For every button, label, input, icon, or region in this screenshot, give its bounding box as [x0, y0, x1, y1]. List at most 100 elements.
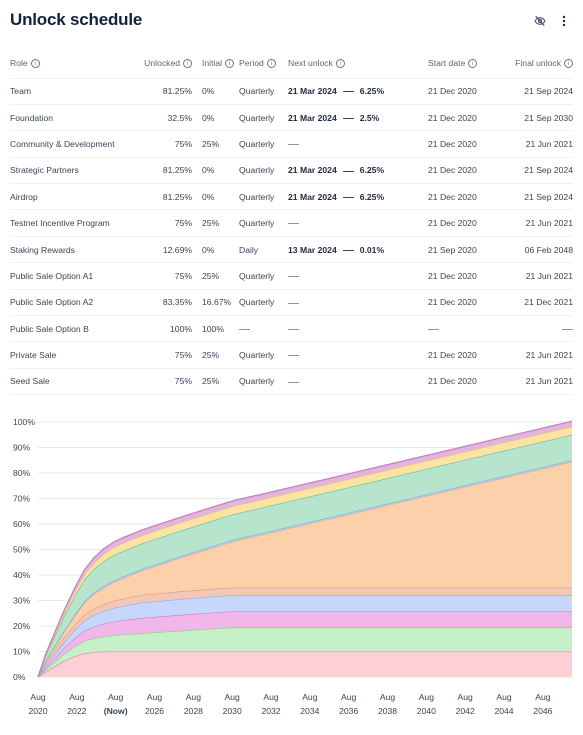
x-tick-label-month: Aug [108, 692, 124, 702]
x-tick-label-month: Aug [263, 692, 279, 702]
table-row[interactable]: Public Sale Option A1 75% 25% Quarterly 21 D… [10, 262, 573, 290]
empty-dash [288, 144, 299, 146]
cell-final: 21 Jun 2021 [498, 130, 573, 158]
x-tick-label-year: 2040 [417, 706, 436, 716]
cell-unlocked: 12.69% [138, 236, 192, 264]
info-icon[interactable]: i [225, 58, 235, 68]
empty-dash [288, 328, 299, 330]
cell-period: Quarterly [239, 78, 285, 105]
cell-final: 21 Sep 2024 [498, 183, 573, 211]
x-tick-label-year: 2044 [494, 706, 513, 716]
empty-dash [288, 355, 299, 357]
info-icon[interactable]: i [335, 58, 345, 68]
cell-unlocked: 75% [138, 209, 192, 237]
cell-final: 21 Sep 2030 [498, 104, 573, 132]
next-unlock-date: 13 Mar 2024 [288, 244, 337, 255]
cell-period: Quarterly [239, 104, 285, 132]
table-row[interactable]: Public Sale Option B 100% 100% [10, 315, 573, 343]
unlock-table: Role i Unlocked i Initial i Period i Next un… [10, 48, 573, 396]
x-tick-label-month: Aug [341, 692, 357, 702]
cell-role: Private Sale [10, 341, 138, 369]
cell-role: Strategic Partners [10, 157, 138, 185]
next-unlock-percent: 6.25% [359, 191, 385, 202]
cell-next-unlock [285, 289, 428, 317]
col-final-unlock[interactable]: Final unlock i [498, 48, 573, 79]
cell-start: 21 Dec 2020 [428, 209, 498, 237]
next-unlock-percent: 2.5% [359, 112, 380, 123]
area-series-2 [38, 627, 572, 677]
cell-start: 21 Dec 2020 [428, 262, 498, 290]
x-tick-label-year: 2042 [456, 706, 475, 716]
page-title: Unlock schedule [10, 10, 143, 29]
table-row[interactable]: Private Sale 75% 25% Quarterly 21 Dec 2020 21… [10, 341, 573, 369]
info-icon[interactable]: i [266, 58, 276, 68]
cell-role: Team [10, 78, 138, 105]
info-icon[interactable]: i [564, 58, 573, 68]
cell-start: 21 Dec 2020 [428, 289, 498, 317]
table-row[interactable]: Testnet Incentive Program 75% 25% Quarterly… [10, 209, 573, 237]
separator-dash [342, 196, 354, 198]
cell-next-unlock [285, 262, 428, 290]
table-row[interactable]: Team 81.25% 0% Quarterly 21 Mar 2024 6.25% 21 … [10, 78, 573, 105]
table-row[interactable]: Staking Rewards 12.69% 0% Daily 13 Mar 2024 0… [10, 236, 573, 264]
cell-start: 21 Dec 2020 [428, 341, 498, 369]
cell-unlocked: 75% [138, 130, 192, 158]
info-icon[interactable]: i [30, 58, 40, 68]
table-row[interactable]: Foundation 32.5% 0% Quarterly 21 Mar 2024 2.5… [10, 104, 573, 132]
next-unlock-date: 21 Mar 2024 [288, 112, 337, 123]
y-tick-label: 50% [13, 545, 31, 555]
cell-unlocked: 75% [138, 341, 192, 369]
cell-next-unlock [285, 341, 428, 369]
cell-initial: 100% [192, 315, 239, 343]
next-unlock-date: 21 Mar 2024 [288, 165, 337, 176]
cell-initial: 0% [192, 157, 239, 185]
empty-dash [288, 381, 299, 383]
info-icon[interactable]: i [468, 58, 478, 68]
table-row[interactable]: Seed Sale 75% 25% Quarterly 21 Dec 2020 21 Ju… [10, 368, 573, 396]
col-start-date[interactable]: Start date i [428, 48, 498, 79]
table-row[interactable]: Community & Development 75% 25% Quarterly 21… [10, 130, 573, 158]
cell-next-unlock [285, 368, 428, 396]
cell-initial: 25% [192, 130, 239, 158]
separator-dash [342, 249, 354, 251]
table-header-row: Role i Unlocked i Initial i Period i Next un… [10, 48, 573, 79]
cell-unlocked: 81.25% [138, 157, 192, 185]
cell-role: Public Sale Option B [10, 315, 138, 343]
cell-role: Airdrop [10, 183, 138, 211]
y-tick-label: 60% [13, 519, 31, 529]
cell-period: Quarterly [239, 183, 285, 211]
vertical-dots-icon[interactable] [557, 14, 571, 28]
table-row[interactable]: Strategic Partners 81.25% 0% Quarterly 21 Ma… [10, 157, 573, 185]
table-row[interactable]: Airdrop 81.25% 0% Quarterly 21 Mar 2024 6.25%… [10, 183, 573, 211]
y-tick-label: 40% [13, 570, 31, 580]
col-period[interactable]: Period i [239, 48, 285, 79]
header-actions [533, 14, 571, 28]
col-role[interactable]: Role i [10, 48, 138, 79]
col-unlocked[interactable]: Unlocked i [138, 48, 192, 79]
col-next-unlock[interactable]: Next unlock i [285, 48, 428, 79]
cell-final: 06 Feb 2048 [498, 236, 573, 264]
table-row[interactable]: Public Sale Option A2 83.35% 16.67% Quarter… [10, 289, 573, 317]
empty-dash [562, 328, 573, 330]
series-edge-line [37, 420, 573, 678]
y-tick-label: 10% [13, 647, 31, 657]
y-tick-label: 0% [13, 672, 26, 682]
x-tick-label-month: Aug [186, 692, 202, 702]
cell-unlocked: 32.5% [138, 104, 192, 132]
cell-unlocked: 100% [138, 315, 192, 343]
cell-final: 21 Jun 2021 [498, 368, 573, 396]
x-tick-label-year: 2026 [145, 706, 164, 716]
cell-role: Community & Development [10, 130, 138, 158]
cell-final: 21 Sep 2024 [498, 157, 573, 185]
eye-off-icon[interactable] [533, 14, 547, 28]
x-tick-label-month: Aug [69, 692, 85, 702]
x-tick-label-year: 2034 [300, 706, 319, 716]
x-tick-label-year: 2046 [533, 706, 552, 716]
cell-start: 21 Dec 2020 [428, 130, 498, 158]
cell-start: 21 Dec 2020 [428, 78, 498, 105]
cell-initial: 0% [192, 236, 239, 264]
cell-start: 21 Dec 2020 [428, 104, 498, 132]
next-unlock-date: 21 Mar 2024 [288, 86, 337, 97]
col-initial[interactable]: Initial i [192, 48, 239, 79]
info-icon[interactable]: i [183, 58, 192, 68]
